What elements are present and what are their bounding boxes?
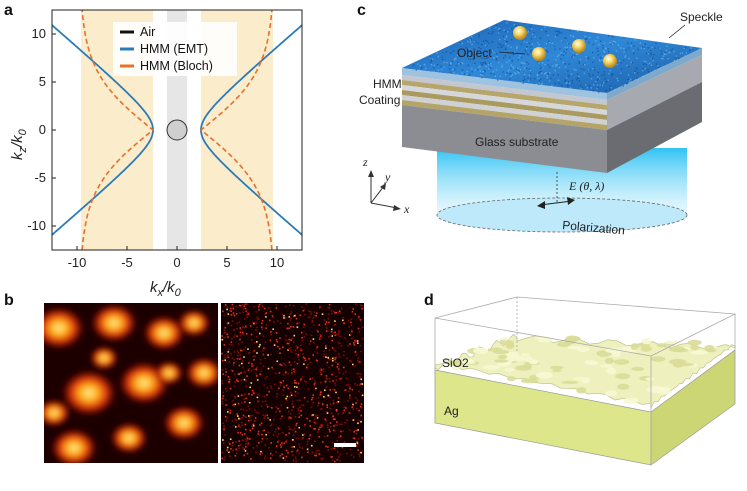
beam-spot [436,197,688,233]
polarization-arrowhead-left [537,201,545,209]
axis-label-y: y [384,170,391,184]
polarization-arrowhead-right [567,197,575,205]
speckle-pointer [668,24,686,39]
sio2-box-outline [434,296,737,465]
legend-label-emt: HMM (EMT) [140,42,208,56]
x-tick-label: -10 [68,255,87,270]
coordinate-axes: z y x [362,155,410,216]
y-axis-label: kz/k0 [9,128,29,160]
object-label: Object [457,46,492,60]
hmm-label-line2: Coating [359,93,400,107]
y-tick-label: -10 [27,218,46,233]
axis-label-z: z [362,155,368,169]
hmm-label-line1: HMM [373,77,402,91]
scale-bar [334,443,356,447]
sio2-ag-model: SiO2 Ag [434,296,737,466]
glass-substrate-front [402,105,607,173]
x-tick-label: 10 [270,255,284,270]
polarization-arrow [539,200,573,206]
sio2-label: SiO2 [442,356,469,370]
object-sphere [513,26,527,40]
legend-label-bloch: HMM (Bloch) [140,59,213,73]
glass-substrate-label: Glass substrate [475,135,559,149]
y-tick-label: 5 [39,74,46,89]
panel-letter-b: b [4,292,14,309]
layer-stack-front [402,68,607,173]
high-resolution-speckle [221,303,364,463]
series-air [166,119,188,141]
series-bloch [199,10,273,250]
legend-label-air: Air [140,25,155,39]
x-tick-label: 0 [173,255,180,270]
panel-letter-a: a [4,2,13,19]
layer-stack-side [607,48,702,173]
y-tick-label: 10 [32,26,46,41]
object-sphere [532,47,546,61]
polarization-label: Polarization [562,218,626,237]
y-tick-label: 0 [39,122,46,137]
light-beam [437,148,687,215]
dispersion-chart: -10 -5 0 5 10 -10 -5 0 5 10 Air HMM (EMT) HMM (Bl… [9,9,303,299]
ag-label: Ag [444,404,459,418]
x-tick-label: -5 [121,255,133,270]
speckle-images [44,303,364,463]
object-sphere [572,39,586,53]
x-axis-label: kx/k0 [150,279,182,299]
object-pointer [498,51,526,55]
panel-letter-c: c [357,2,366,19]
y-tick-label: -5 [34,170,46,185]
hmm-schematic: Speckle Object HMM Coating Glass substra… [359,10,723,237]
legend: Air HMM (EMT) HMM (Bloch) [113,22,237,76]
low-resolution-speckle [44,303,218,463]
series-bloch [81,10,155,250]
field-label: E (θ, λ) [568,179,604,193]
speckle-surface [402,20,702,93]
panel-letter-d: d [424,292,434,309]
object-sphere [603,54,617,68]
x-tick-label: 5 [223,255,230,270]
speckle-label: Speckle [680,10,723,24]
axis-label-x: x [403,202,410,216]
